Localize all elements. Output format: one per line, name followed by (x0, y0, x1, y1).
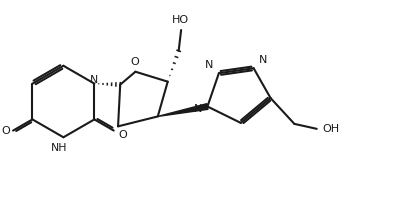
Text: N: N (194, 104, 203, 114)
Text: NH: NH (51, 143, 68, 153)
Text: N: N (205, 60, 213, 70)
Text: N: N (258, 55, 267, 65)
Text: N: N (90, 75, 98, 85)
Text: O: O (118, 130, 127, 140)
Text: O: O (1, 126, 10, 136)
Text: O: O (130, 57, 139, 67)
Text: HO: HO (171, 15, 189, 25)
Text: OH: OH (322, 124, 339, 134)
Polygon shape (158, 104, 208, 116)
